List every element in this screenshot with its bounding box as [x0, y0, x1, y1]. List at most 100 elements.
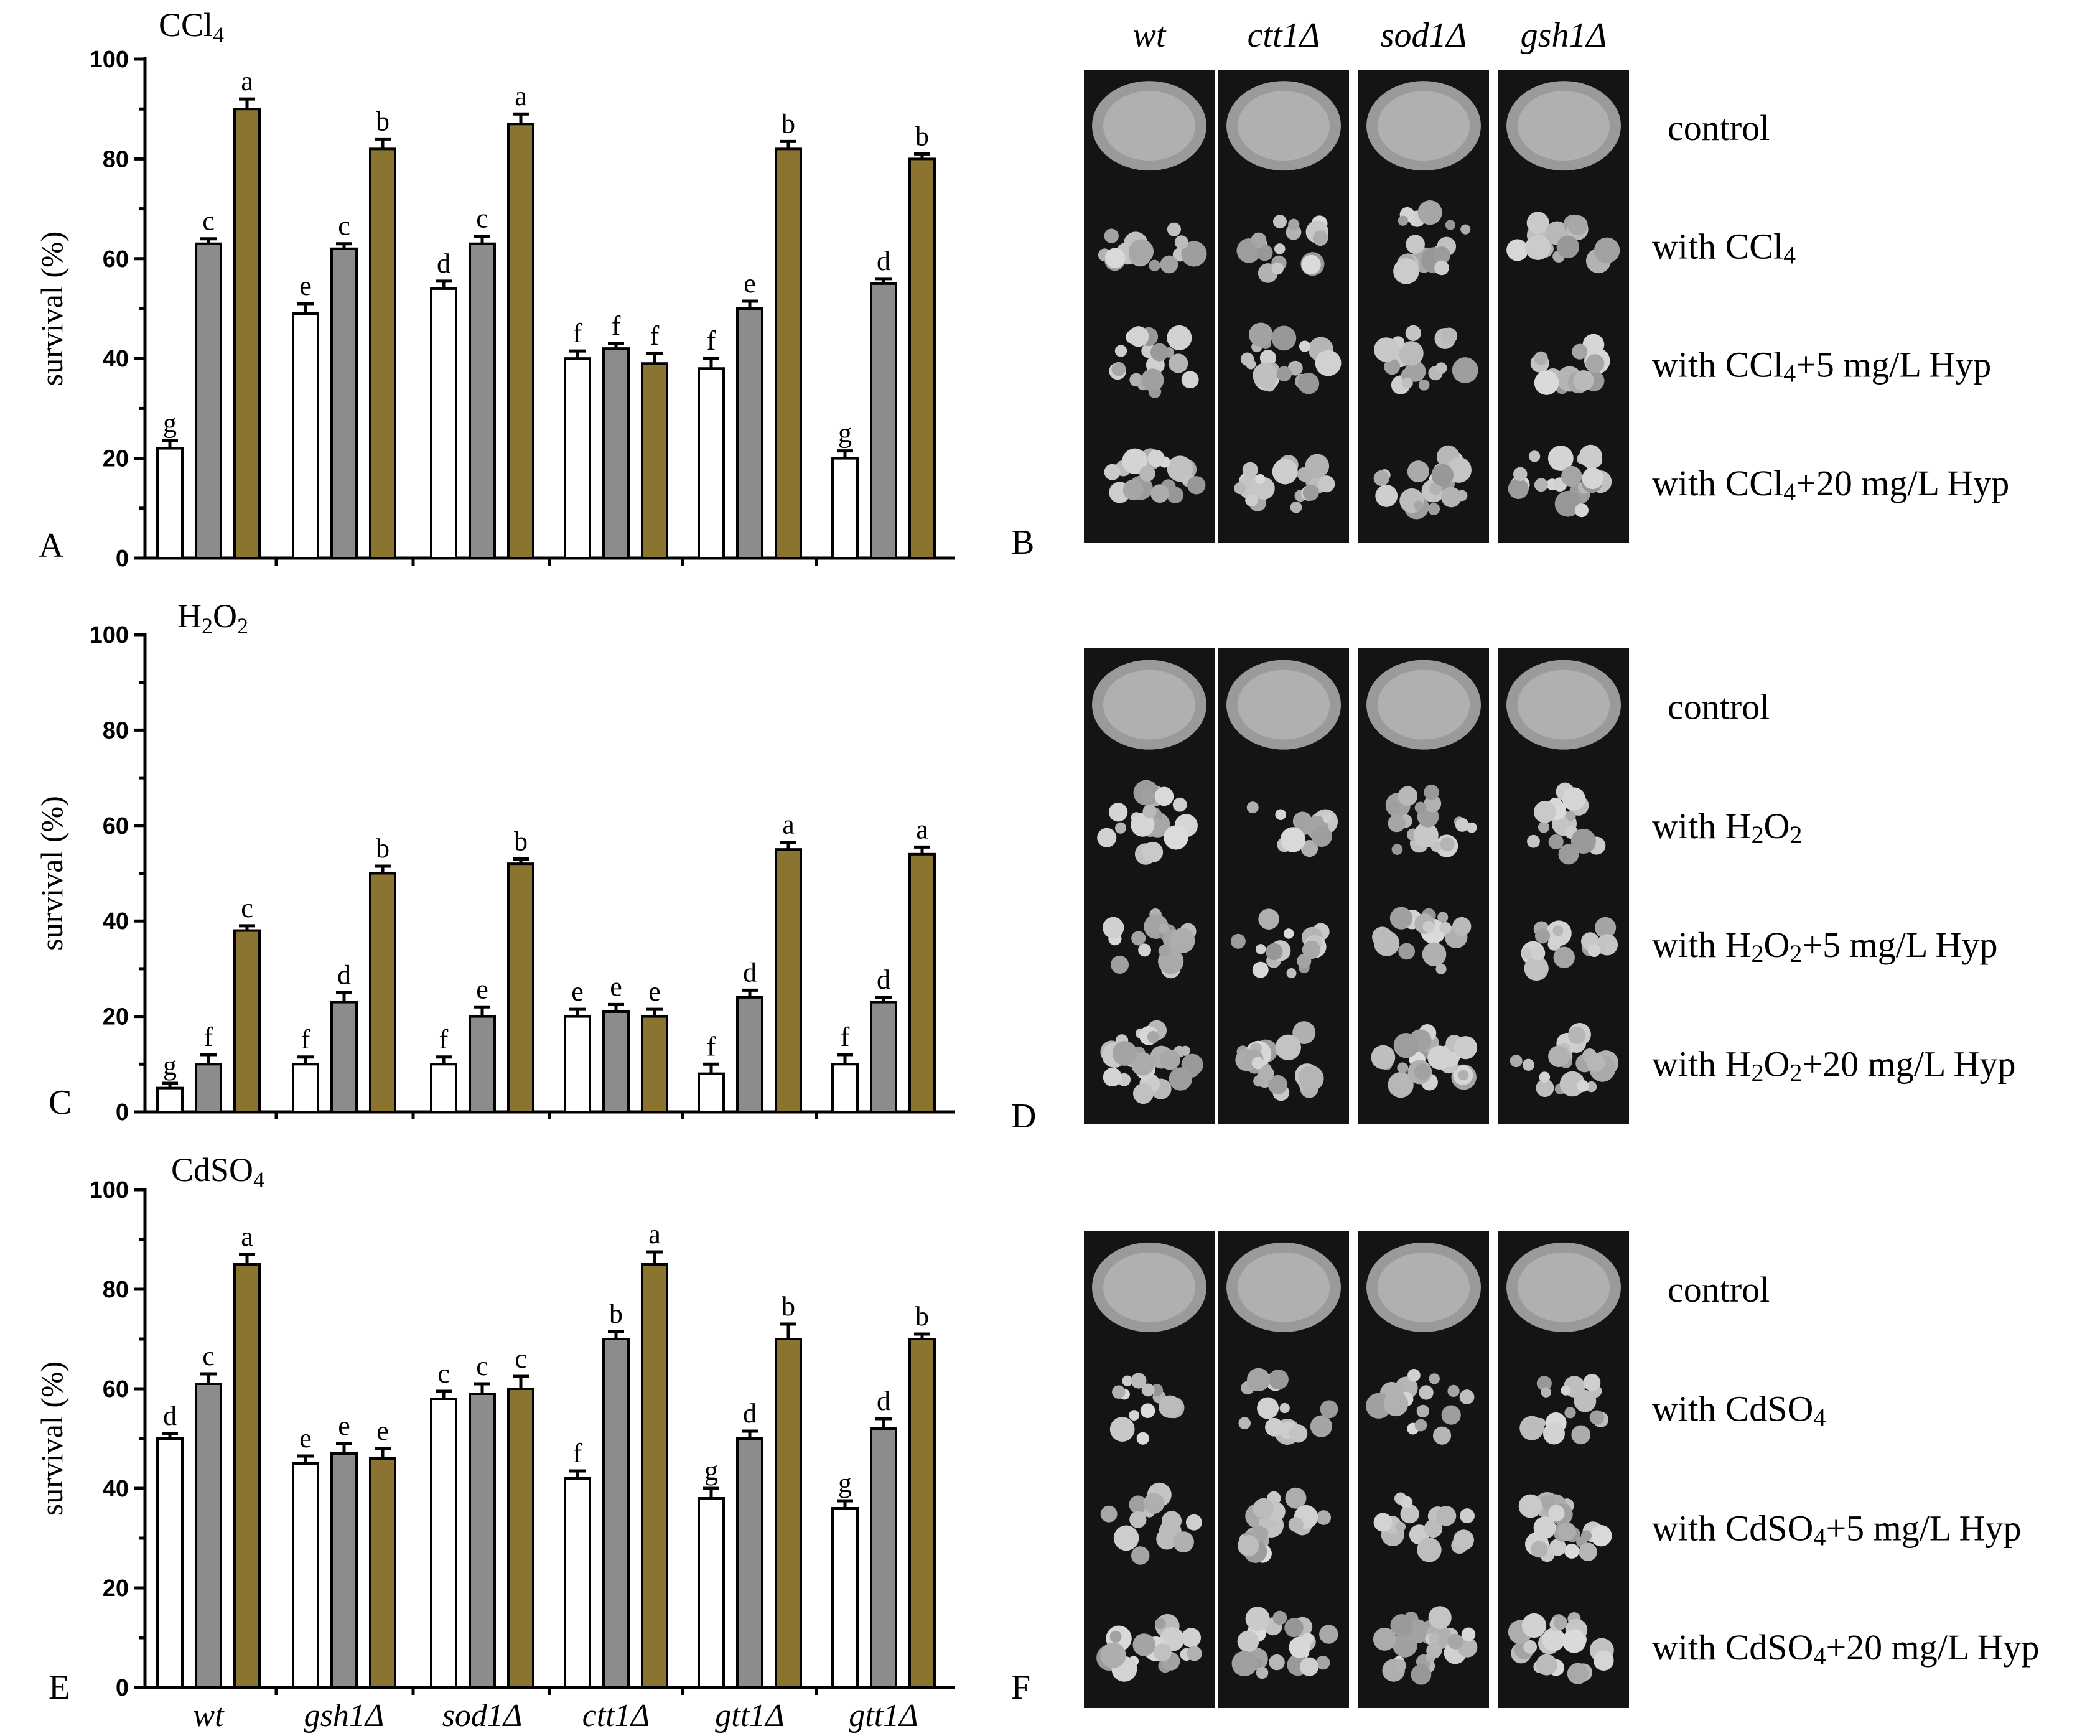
colony: [1447, 1633, 1463, 1650]
bar: [564, 1477, 591, 1689]
colony: [1519, 1416, 1544, 1440]
colony: [1256, 1666, 1269, 1679]
colony: [1112, 1385, 1126, 1399]
colony: [1567, 215, 1588, 236]
colony: [1265, 1417, 1284, 1437]
colony: [1255, 474, 1266, 484]
colony: [1424, 785, 1439, 800]
colony: [1275, 1034, 1301, 1061]
panel-letter: B: [1011, 523, 1034, 562]
strain-label: gsh1Δ: [1521, 16, 1607, 55]
condition-label: with CCl4+5 mg/L Hyp: [1652, 345, 1991, 388]
panel-letter: A: [39, 526, 64, 565]
colony: [1562, 1629, 1587, 1653]
colony: [1417, 1538, 1442, 1562]
significance-letter: d: [437, 248, 450, 279]
y-tick-label: 60: [103, 813, 129, 839]
bar: [602, 1338, 630, 1689]
colony: [1445, 220, 1455, 230]
colony: [1405, 325, 1421, 341]
colony: [1422, 942, 1447, 967]
colony: [1310, 1415, 1333, 1437]
colony-spot: [1518, 670, 1610, 740]
colony: [1289, 1424, 1308, 1443]
bar: [330, 1001, 358, 1113]
bar: [602, 1010, 630, 1114]
bar: [330, 247, 358, 559]
colony: [1147, 450, 1165, 467]
colony: [1523, 1640, 1538, 1654]
y-tick-label: 100: [90, 622, 129, 648]
significance-letter: e: [476, 974, 488, 1004]
bar: [469, 242, 496, 559]
colony: [1534, 351, 1548, 366]
significance-letter: g: [163, 408, 177, 439]
colony: [1521, 1613, 1547, 1638]
colony: [1400, 1496, 1413, 1509]
colony: [1150, 1384, 1164, 1396]
colony: [1272, 215, 1287, 229]
colony: [1434, 260, 1449, 276]
colony: [1104, 464, 1121, 480]
colony: [1533, 801, 1556, 823]
colony: [1131, 813, 1155, 837]
colony: [1173, 1531, 1194, 1553]
colony: [1315, 350, 1342, 376]
chart-title: CCl4: [159, 6, 224, 47]
colony: [1401, 377, 1413, 389]
significance-letter: d: [877, 246, 890, 276]
colony: [1251, 1057, 1264, 1070]
colony: [1398, 215, 1409, 226]
colony: [1299, 340, 1311, 352]
colony: [1132, 1633, 1155, 1656]
colony: [1564, 1543, 1580, 1559]
significance-letter: g: [838, 418, 852, 449]
colony: [1508, 478, 1529, 499]
significance-letter: g: [704, 1455, 718, 1486]
colony: [1318, 475, 1335, 493]
colony: [1582, 334, 1605, 356]
colony: [1150, 484, 1169, 503]
x-tick-label: gtt1Δ: [715, 1698, 784, 1734]
colony: [1300, 839, 1318, 857]
colony-spot: [1378, 91, 1470, 161]
colony: [1417, 200, 1442, 225]
significance-letter: d: [743, 1398, 757, 1429]
significance-letter: c: [476, 1351, 488, 1381]
significance-letter: d: [877, 964, 890, 995]
colony: [1460, 224, 1471, 235]
colony: [1272, 459, 1298, 485]
y-tick-label: 100: [90, 1177, 129, 1203]
colony: [1129, 1495, 1147, 1514]
colony: [1259, 350, 1277, 366]
colony: [1528, 450, 1541, 462]
significance-letter: e: [571, 976, 584, 1007]
colony: [1398, 786, 1418, 806]
colony: [1453, 1529, 1474, 1551]
bar: [775, 1338, 802, 1689]
significance-letter: e: [610, 971, 622, 1002]
colony: [1268, 1369, 1289, 1389]
colony: [1397, 1062, 1409, 1074]
colony: [1149, 259, 1160, 271]
colony: [1103, 917, 1124, 939]
colony: [1561, 465, 1582, 487]
colony: [1242, 462, 1258, 478]
colony: [1428, 1633, 1440, 1645]
significance-letter: f: [573, 1438, 582, 1468]
colony: [1131, 931, 1146, 946]
colony: [1536, 1654, 1557, 1676]
colony: [1441, 487, 1462, 508]
significance-letter: c: [476, 203, 488, 234]
colony: [1447, 1384, 1460, 1398]
strain-label: ctt1Δ: [1248, 16, 1320, 55]
bar: [233, 929, 261, 1114]
colony: [1452, 917, 1472, 936]
colony: [1594, 237, 1620, 264]
colony: [1113, 1525, 1139, 1551]
colony: [1139, 465, 1155, 482]
colony: [1160, 1049, 1181, 1070]
colony: [1181, 371, 1199, 389]
colony: [1230, 933, 1246, 949]
